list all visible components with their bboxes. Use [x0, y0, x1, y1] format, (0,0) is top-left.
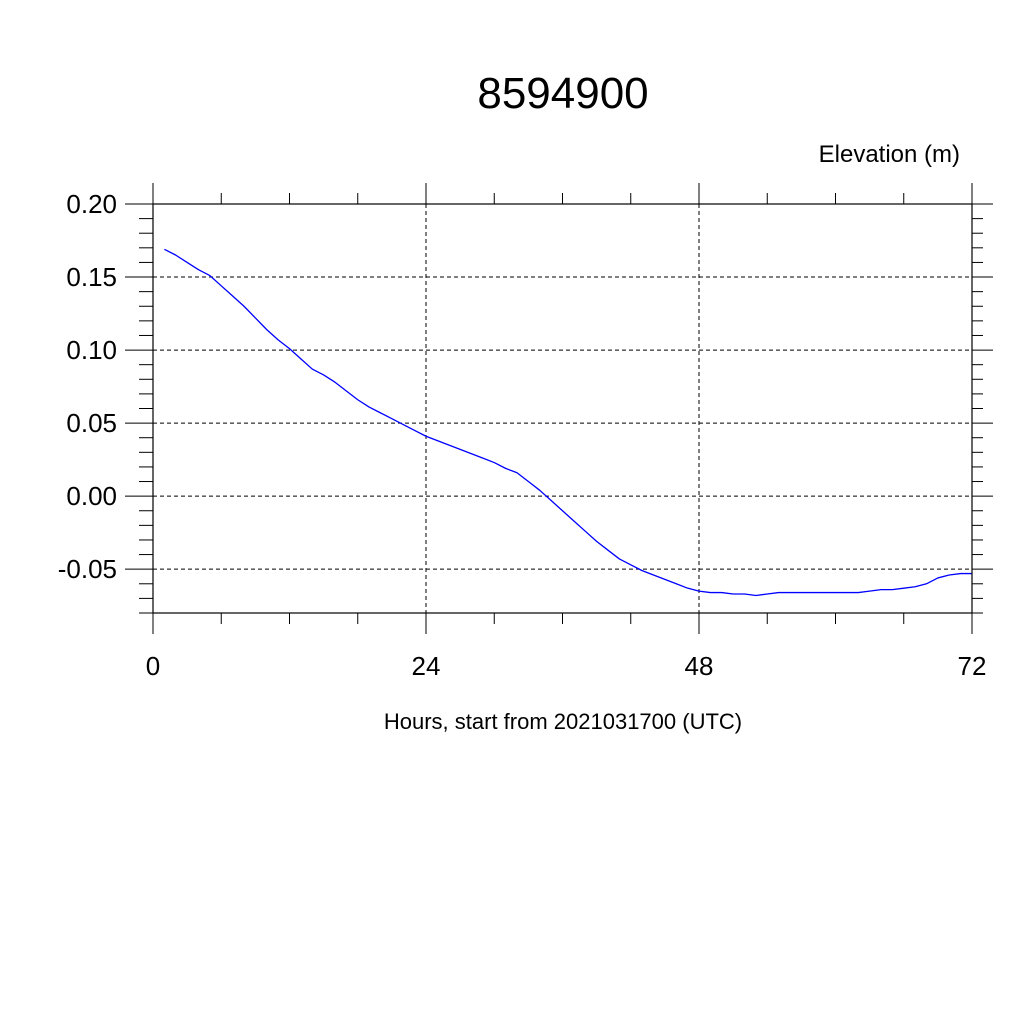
plot-series	[164, 248, 972, 597]
y-axis-label: Elevation (m)	[819, 141, 960, 168]
y-tick-label: 0.00	[66, 481, 117, 511]
x-tick-label: 48	[685, 651, 714, 681]
x-axis-label: Hours, start from 2021031700 (UTC)	[384, 709, 742, 734]
y-tick-label: 0.20	[66, 189, 117, 219]
x-tick-label: 0	[146, 651, 160, 681]
chart-title: 8594900	[477, 69, 648, 118]
plot-frame	[152, 203, 973, 614]
y-tick-label: 0.10	[66, 335, 117, 365]
y-tick-label: 0.05	[66, 408, 117, 438]
y-tick-label: -0.05	[58, 554, 117, 584]
y-tick-label: 0.15	[66, 262, 117, 292]
tick-labels: 0.20 0.15 0.10 0.05 0.00 -0.05 0 24 48 72	[58, 189, 987, 681]
x-tick-label: 24	[412, 651, 441, 681]
x-tick-label: 72	[958, 651, 987, 681]
axis-ticks	[125, 183, 993, 634]
elevation-series-line	[164, 248, 972, 597]
